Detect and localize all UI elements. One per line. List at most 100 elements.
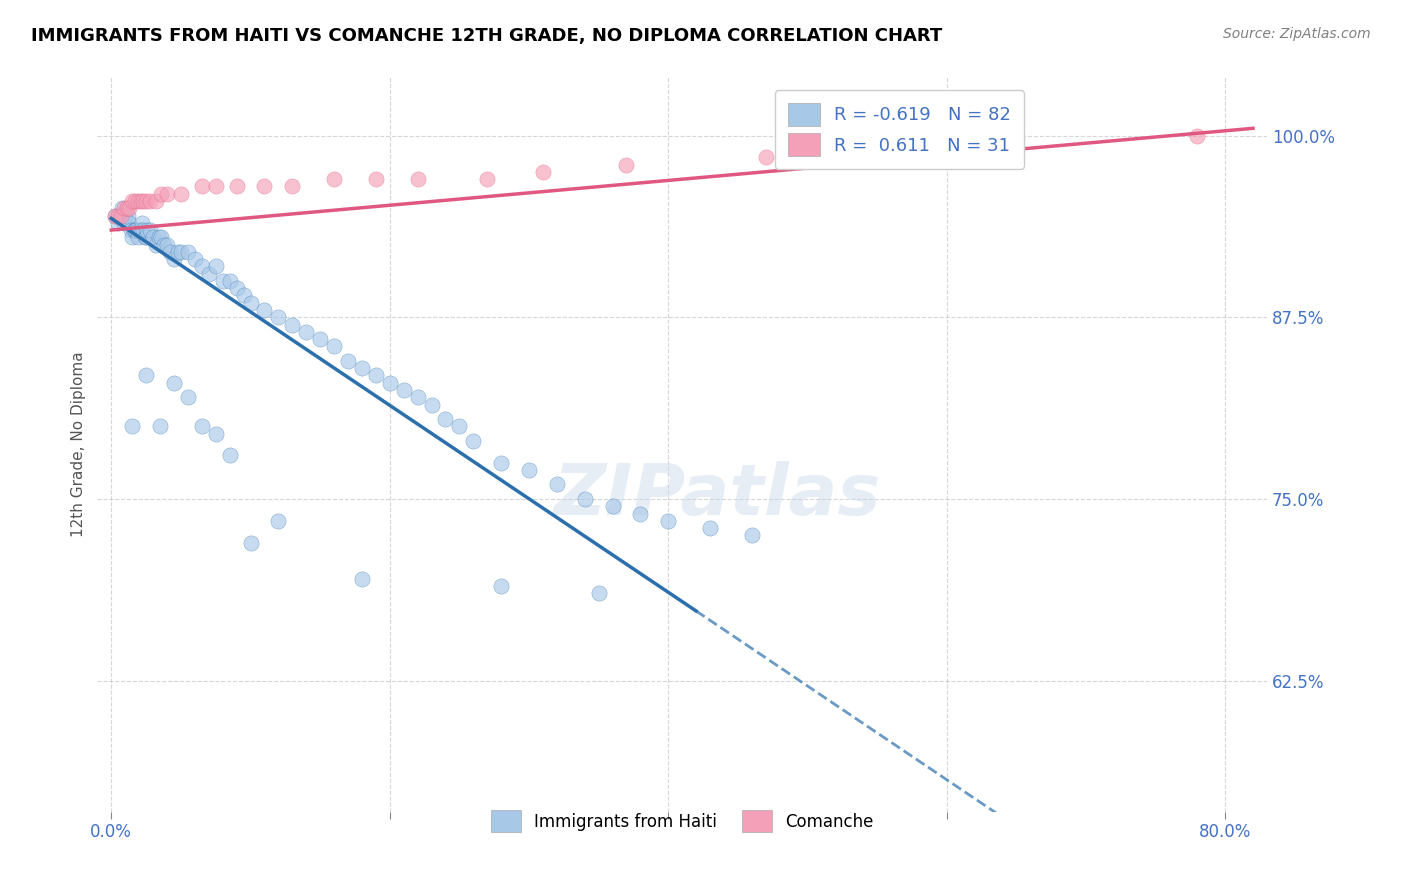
- Point: [191, 179, 214, 194]
- Point: [132, 194, 155, 208]
- Text: ZIPatlas: ZIPatlas: [554, 461, 882, 531]
- Point: [477, 172, 499, 186]
- Point: [295, 325, 318, 339]
- Point: [121, 194, 143, 208]
- Point: [463, 434, 485, 448]
- Point: [489, 579, 512, 593]
- Point: [110, 209, 132, 223]
- Point: [406, 172, 429, 186]
- Point: [406, 390, 429, 404]
- Point: [149, 419, 172, 434]
- Point: [191, 260, 214, 274]
- Point: [225, 281, 247, 295]
- Point: [253, 179, 276, 194]
- Point: [121, 230, 143, 244]
- Point: [177, 390, 200, 404]
- Point: [110, 209, 132, 223]
- Point: [135, 368, 157, 383]
- Point: [602, 500, 624, 514]
- Point: [204, 179, 226, 194]
- Point: [517, 463, 540, 477]
- Point: [117, 209, 139, 223]
- Point: [118, 216, 141, 230]
- Point: [218, 274, 240, 288]
- Point: [107, 216, 129, 230]
- Point: [204, 426, 226, 441]
- Point: [489, 456, 512, 470]
- Point: [129, 194, 152, 208]
- Point: [755, 150, 778, 164]
- Point: [156, 237, 179, 252]
- Point: [159, 244, 181, 259]
- Point: [150, 230, 173, 244]
- Point: [239, 295, 262, 310]
- Point: [134, 230, 156, 244]
- Point: [741, 528, 763, 542]
- Point: [616, 158, 638, 172]
- Point: [267, 310, 290, 325]
- Point: [127, 194, 149, 208]
- Point: [309, 332, 332, 346]
- Point: [191, 419, 214, 434]
- Point: [129, 223, 152, 237]
- Point: [323, 339, 346, 353]
- Point: [434, 412, 457, 426]
- Point: [211, 274, 233, 288]
- Point: [128, 223, 150, 237]
- Point: [163, 376, 186, 390]
- Point: [204, 260, 226, 274]
- Point: [135, 194, 157, 208]
- Point: [218, 449, 240, 463]
- Point: [177, 244, 200, 259]
- Point: [350, 572, 373, 586]
- Point: [112, 216, 135, 230]
- Point: [115, 201, 138, 215]
- Point: [170, 244, 193, 259]
- Point: [197, 267, 219, 281]
- Point: [148, 230, 170, 244]
- Point: [142, 230, 165, 244]
- Point: [628, 507, 651, 521]
- Point: [156, 186, 179, 201]
- Point: [167, 244, 190, 259]
- Point: [127, 230, 149, 244]
- Point: [150, 186, 173, 201]
- Point: [184, 252, 207, 267]
- Point: [111, 201, 134, 215]
- Point: [588, 586, 610, 600]
- Point: [378, 376, 401, 390]
- Point: [163, 252, 186, 267]
- Point: [364, 368, 387, 383]
- Point: [136, 223, 159, 237]
- Point: [124, 223, 146, 237]
- Point: [232, 288, 254, 302]
- Point: [131, 216, 153, 230]
- Point: [392, 383, 415, 397]
- Point: [253, 303, 276, 318]
- Text: IMMIGRANTS FROM HAITI VS COMANCHE 12TH GRADE, NO DIPLOMA CORRELATION CHART: IMMIGRANTS FROM HAITI VS COMANCHE 12TH G…: [31, 27, 942, 45]
- Point: [336, 354, 359, 368]
- Point: [139, 194, 162, 208]
- Point: [239, 535, 262, 549]
- Point: [657, 514, 679, 528]
- Point: [420, 397, 443, 411]
- Point: [121, 419, 143, 434]
- Point: [107, 209, 129, 223]
- Point: [153, 237, 176, 252]
- Point: [115, 201, 138, 215]
- Point: [139, 223, 162, 237]
- Point: [225, 179, 247, 194]
- Point: [281, 318, 304, 332]
- Point: [118, 201, 141, 215]
- Point: [449, 419, 471, 434]
- Point: [1187, 128, 1209, 143]
- Legend: Immigrants from Haiti, Comanche: Immigrants from Haiti, Comanche: [479, 799, 886, 844]
- Point: [104, 209, 127, 223]
- Point: [145, 237, 167, 252]
- Point: [574, 491, 596, 506]
- Point: [122, 223, 145, 237]
- Point: [546, 477, 568, 491]
- Point: [114, 209, 136, 223]
- Point: [699, 521, 721, 535]
- Text: Source: ZipAtlas.com: Source: ZipAtlas.com: [1223, 27, 1371, 41]
